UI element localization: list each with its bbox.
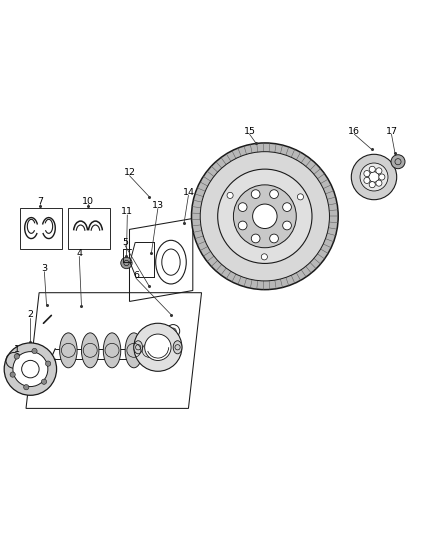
Text: 10: 10: [82, 197, 94, 206]
Ellipse shape: [141, 333, 158, 368]
Circle shape: [10, 372, 15, 377]
Circle shape: [391, 155, 405, 169]
Circle shape: [364, 177, 370, 183]
Text: 17: 17: [385, 127, 397, 136]
Circle shape: [351, 154, 397, 200]
Text: 15: 15: [244, 127, 255, 136]
Bar: [20, 207, 62, 249]
Circle shape: [369, 166, 375, 172]
Circle shape: [376, 168, 382, 174]
Circle shape: [13, 352, 48, 386]
Circle shape: [200, 152, 329, 281]
Ellipse shape: [60, 333, 77, 368]
Circle shape: [4, 343, 57, 395]
Circle shape: [297, 194, 304, 200]
Circle shape: [253, 204, 277, 229]
Circle shape: [41, 379, 46, 384]
Circle shape: [364, 171, 370, 176]
Circle shape: [191, 143, 338, 289]
Circle shape: [233, 185, 296, 248]
Circle shape: [376, 180, 382, 186]
Circle shape: [261, 254, 267, 260]
Circle shape: [379, 174, 385, 180]
Ellipse shape: [103, 333, 121, 368]
Circle shape: [251, 234, 260, 243]
Circle shape: [24, 385, 29, 390]
Circle shape: [369, 182, 375, 188]
Bar: [68, 207, 110, 249]
Text: 6: 6: [133, 271, 139, 280]
Ellipse shape: [125, 333, 143, 368]
Circle shape: [227, 192, 233, 198]
Text: 5: 5: [122, 238, 128, 247]
Text: 14: 14: [183, 188, 194, 197]
Circle shape: [238, 221, 247, 230]
Circle shape: [32, 349, 37, 353]
Circle shape: [46, 361, 51, 366]
Circle shape: [251, 190, 260, 198]
Text: 2: 2: [28, 310, 33, 319]
Text: 11: 11: [121, 207, 133, 216]
Text: 16: 16: [348, 127, 360, 136]
Circle shape: [283, 203, 291, 212]
Ellipse shape: [81, 333, 99, 368]
Text: 12: 12: [124, 168, 135, 177]
Circle shape: [134, 323, 182, 372]
Circle shape: [145, 334, 171, 360]
Ellipse shape: [134, 341, 142, 354]
Text: 13: 13: [152, 201, 164, 210]
Circle shape: [238, 203, 247, 212]
Circle shape: [14, 354, 19, 359]
Circle shape: [270, 234, 279, 243]
Circle shape: [369, 172, 379, 182]
Circle shape: [121, 257, 132, 269]
Text: 7: 7: [37, 197, 43, 206]
Ellipse shape: [173, 341, 182, 354]
Text: 1: 1: [14, 345, 20, 354]
Text: 4: 4: [76, 249, 82, 258]
Circle shape: [283, 221, 291, 230]
Text: 3: 3: [41, 264, 47, 273]
Circle shape: [270, 190, 279, 198]
Circle shape: [360, 163, 388, 191]
Circle shape: [218, 169, 312, 263]
